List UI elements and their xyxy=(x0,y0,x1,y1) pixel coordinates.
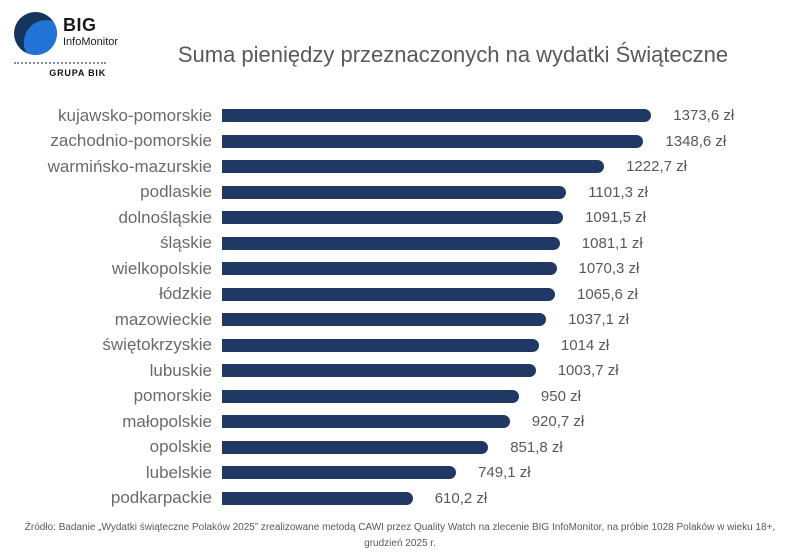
bar xyxy=(222,185,567,199)
chart-row: opolskie 851,8 zł xyxy=(0,435,800,461)
chart-row: pomorskie 950 zł xyxy=(0,384,800,410)
chart-row: lubuskie 1003,7 zł xyxy=(0,358,800,384)
bar xyxy=(222,211,564,225)
bar-chart: kujawsko-pomorskie 1373,6 zł zachodnio-pom… xyxy=(0,103,800,511)
bar xyxy=(222,134,644,148)
chart-row: lubelskie 749,1 zł xyxy=(0,460,800,486)
logo-group-text: GRUPA BIK xyxy=(49,68,106,78)
chart-row: wielkopolskie 1070,3 zł xyxy=(0,256,800,282)
value-label: 1373,6 zł xyxy=(673,107,735,125)
category-label: świętokrzyskie xyxy=(102,335,212,355)
logo-brand-text: BIG xyxy=(63,15,97,35)
value-label: 851,8 zł xyxy=(510,438,563,456)
category-label: pomorskie xyxy=(133,386,212,406)
bar xyxy=(222,389,519,403)
category-label: zachodnio-pomorskie xyxy=(50,131,212,151)
value-label: 1065,6 zł xyxy=(577,285,638,303)
category-label: mazowieckie xyxy=(114,309,212,329)
bar xyxy=(222,313,547,327)
value-label: 1081,1 zł xyxy=(581,234,643,252)
chart-rows: kujawsko-pomorskie 1373,6 zł zachodnio-pom… xyxy=(0,103,800,511)
bar xyxy=(222,466,457,480)
big-infomonitor-logo: BIG InfoMonitor GRUPA BIK xyxy=(14,12,122,78)
bar xyxy=(222,287,555,301)
bar xyxy=(222,109,652,123)
logo-subbrand-text: InfoMonitor xyxy=(63,35,119,48)
chart-row: podkarpackie 610,2 zł xyxy=(0,486,800,512)
value-label: 1222,7 zł xyxy=(626,158,687,176)
category-label: dolnośląskie xyxy=(118,207,212,227)
category-label: opolskie xyxy=(149,437,212,457)
chart-row: kujawsko-pomorskie 1373,6 zł xyxy=(0,103,800,129)
bar xyxy=(222,415,510,429)
chart-row: zachodnio-pomorskie 1348,6 zł xyxy=(0,129,800,155)
category-label: śląskie xyxy=(160,233,212,253)
category-label: lubuskie xyxy=(149,360,212,380)
value-label: 920,7 zł xyxy=(531,413,585,431)
value-label: 950 zł xyxy=(540,387,581,405)
value-label: 1091,5 zł xyxy=(585,209,646,227)
chart-row: podlaskie 1101,3 zł xyxy=(0,180,800,206)
chart-row: świętokrzyskie 1014 zł xyxy=(0,333,800,359)
value-label: 1014 zł xyxy=(560,336,610,354)
category-label: małopolskie xyxy=(122,411,212,431)
bar xyxy=(222,364,536,378)
bar xyxy=(222,160,605,174)
bar xyxy=(222,338,539,352)
category-label: łódzkie xyxy=(159,284,212,304)
logo-dotted-divider xyxy=(14,62,106,64)
value-label: 1070,3 zł xyxy=(578,260,640,278)
chart-row: dolnośląskie 1091,5 zł xyxy=(0,205,800,231)
category-label: podkarpackie xyxy=(110,488,212,508)
chart-row: mazowieckie 1037,1 zł xyxy=(0,307,800,333)
bar xyxy=(222,491,413,505)
chart-row: warmińsko-mazurskie 1222,7 zł xyxy=(0,154,800,180)
category-label: kujawsko-pomorskie xyxy=(58,105,212,125)
category-label: podlaskie xyxy=(140,182,212,202)
category-label: warmińsko-mazurskie xyxy=(47,156,212,176)
value-label: 1037,1 zł xyxy=(568,311,629,329)
value-label: 610,2 zł xyxy=(434,489,488,507)
value-label: 1003,7 zł xyxy=(557,362,619,380)
logo-circle-icon xyxy=(14,12,57,55)
value-label: 1348,6 zł xyxy=(665,132,727,150)
source-note: Źródło: Badanie „Wydatki świąteczne Pola… xyxy=(24,522,776,549)
chart-row: małopolskie 920,7 zł xyxy=(0,409,800,435)
value-label: 749,1 zł xyxy=(478,464,531,482)
chart-row: śląskie 1081,1 zł xyxy=(0,231,800,257)
bar xyxy=(222,236,560,250)
category-label: lubelskie xyxy=(145,462,212,482)
bar xyxy=(222,262,557,276)
bar xyxy=(222,440,489,454)
category-label: wielkopolskie xyxy=(111,258,212,278)
chart-row: łódzkie 1065,6 zł xyxy=(0,282,800,308)
value-label: 1101,3 zł xyxy=(588,183,648,201)
header: BIG InfoMonitor GRUPA BIK Suma pieniędzy… xyxy=(0,0,800,92)
chart-title: Suma pieniędzy przeznaczonych na wydatki… xyxy=(177,42,729,67)
